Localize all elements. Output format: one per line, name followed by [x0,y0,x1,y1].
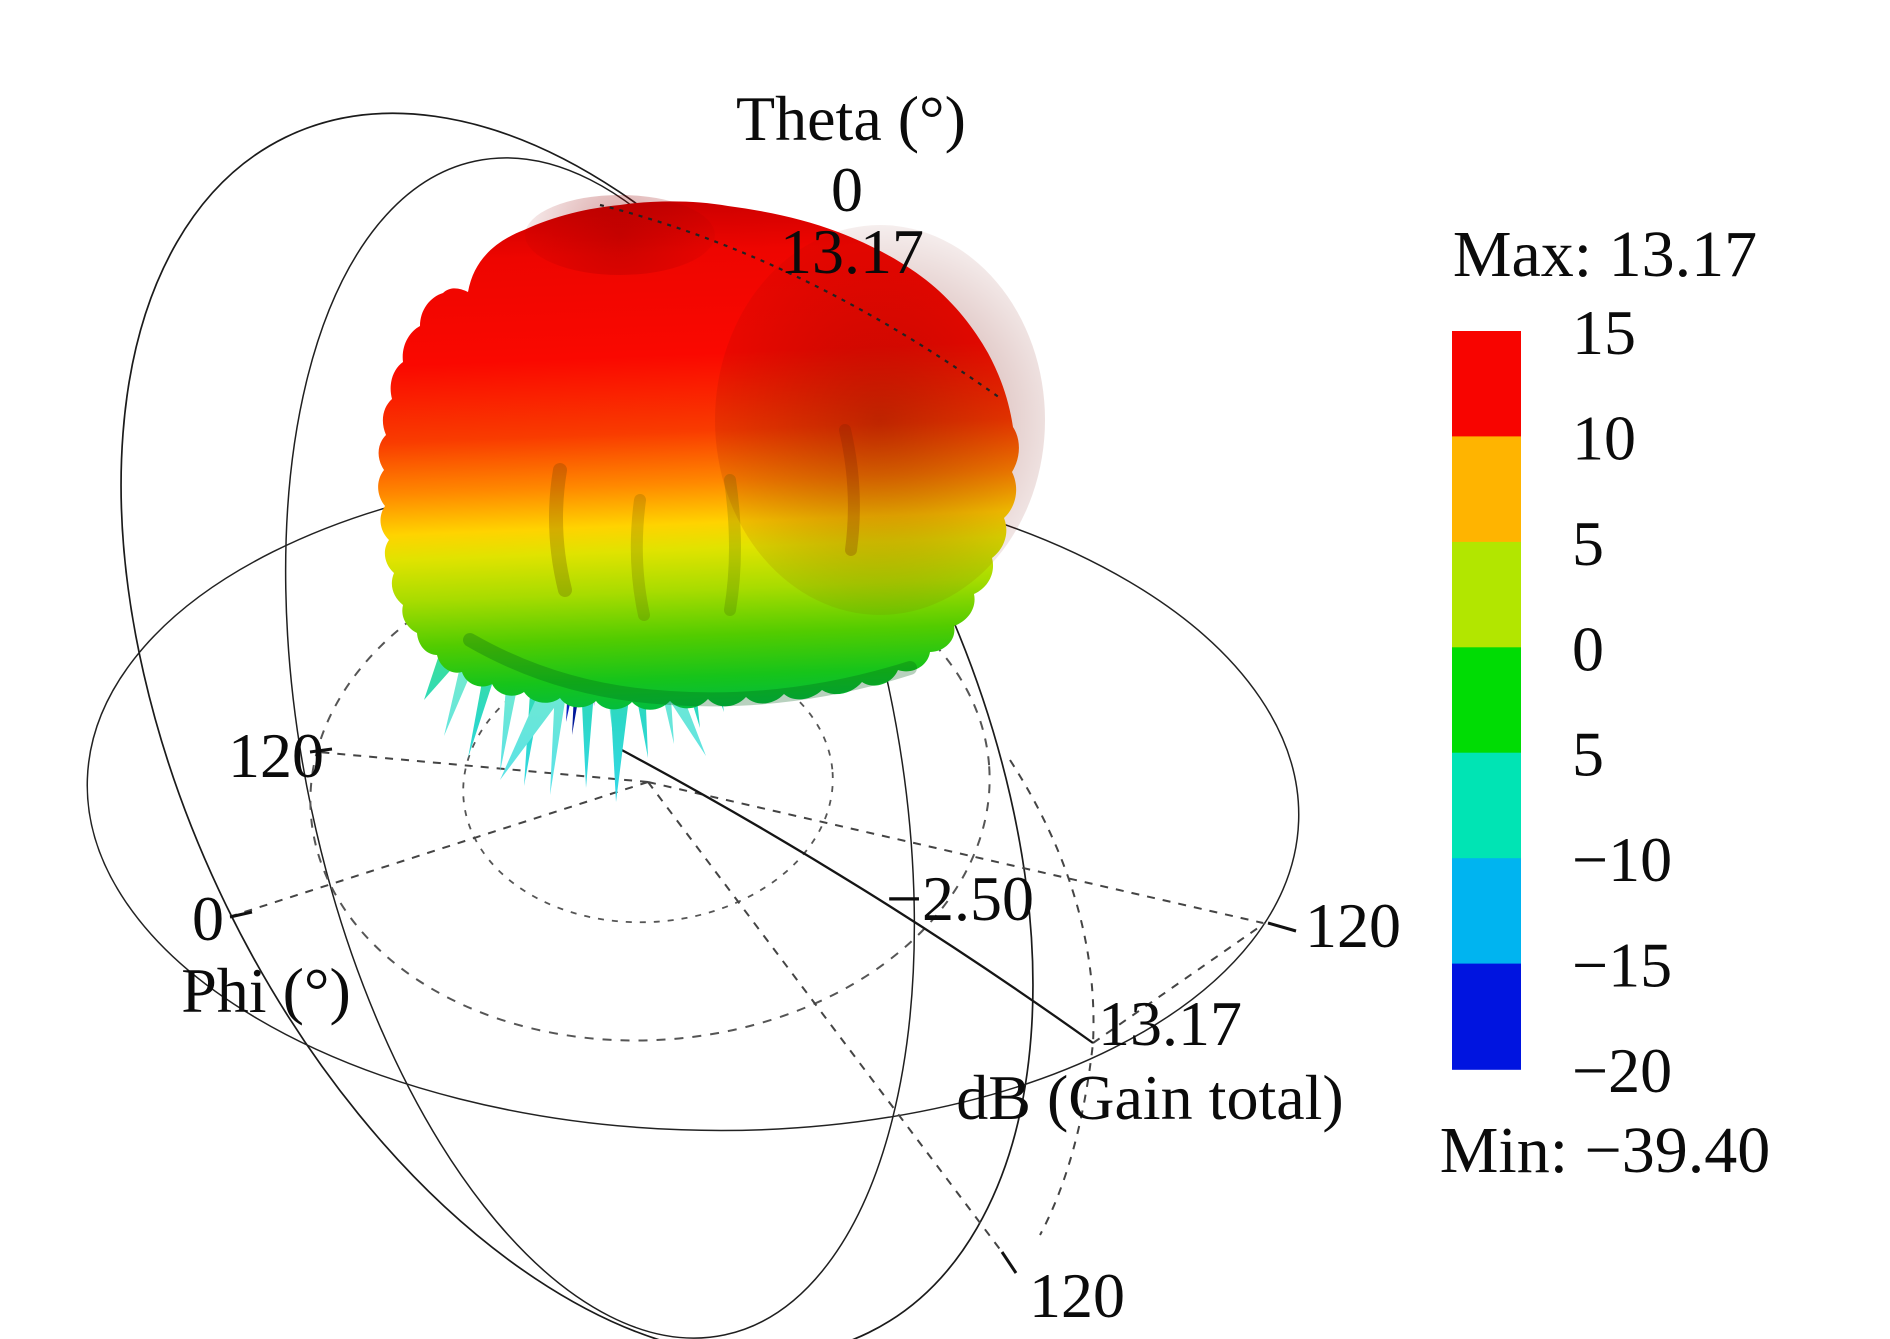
gain-surface [378,195,1045,802]
plot-labels: Theta (°) 0 13.17 120 0 Phi (°) −2.50 12… [181,83,1401,1331]
meridian-over-dome [599,203,1001,399]
radial-axis-title: dB (Gain total) [956,1062,1343,1133]
phi-axis-title: Phi (°) [181,955,351,1026]
colorbar-segment [1452,858,1521,965]
colorbar-min-label: Min: −39.40 [1440,1114,1771,1187]
colorbar-tick-label: 5 [1572,508,1604,579]
colorbar-tick-label: 10 [1572,402,1636,473]
colorbar-tick-label: 0 [1572,613,1604,684]
colorbar-segment [1452,436,1521,543]
radial-outer-tick: 13.17 [1098,988,1242,1059]
colorbar-segment [1452,963,1521,1070]
theta-zero-tick: 0 [831,154,863,225]
colorbar-tick-label: −20 [1572,1035,1672,1106]
theta-right-120-tick: 120 [1305,890,1401,961]
colorbar: Max: 13.17 15 10 5 0 5 −10 −15 −20 Min: −39.40 [1440,218,1771,1187]
tick-right-120 [1267,921,1297,933]
phi-zero-tick: 0 [192,883,224,954]
theta-axis-title: Theta (°) [736,83,966,154]
colorbar-segment [1452,647,1521,754]
tick-left-120 [309,747,333,754]
theta-left-120-tick: 120 [228,720,324,791]
grid-ring-outer [309,538,991,1042]
wireframe-sphere [86,112,1300,1339]
colorbar-segments [1452,331,1521,1070]
tick-left-0 [229,910,253,919]
colorbar-tick-label: 15 [1572,297,1636,368]
colorbar-tick-labels: 15 10 5 0 5 −10 −15 −20 [1572,297,1672,1106]
radial-axis-line [617,746,1094,1044]
colorbar-max-label: Max: 13.17 [1453,218,1757,291]
peak-gain-value: 13.17 [780,216,924,287]
colorbar-segment [1452,752,1521,859]
colorbar-tick-label: −10 [1572,824,1672,895]
colorbar-segment [1452,541,1521,649]
colorbar-segment [1452,331,1521,438]
radial-mid-tick: −2.50 [886,863,1034,934]
surface-shading [463,195,1045,707]
grid-radial-lines [231,751,1266,1253]
grid-ring-inner [462,646,834,924]
colorbar-tick-label: −15 [1572,930,1672,1001]
tick-bottom-120 [1000,1251,1018,1274]
colorbar-tick-label: 5 [1572,719,1604,790]
axis-ticks [229,747,1297,1274]
theta-bottom-120-tick: 120 [1029,1260,1125,1331]
